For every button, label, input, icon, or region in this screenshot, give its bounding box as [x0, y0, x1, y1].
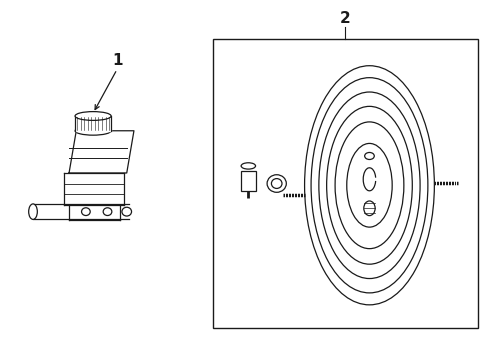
Ellipse shape: [266, 175, 286, 192]
Ellipse shape: [122, 207, 131, 216]
Bar: [241, 171, 255, 190]
Ellipse shape: [81, 208, 90, 216]
Polygon shape: [64, 173, 124, 204]
Text: 1: 1: [112, 53, 122, 68]
Ellipse shape: [363, 201, 374, 216]
Polygon shape: [75, 116, 111, 131]
Ellipse shape: [29, 204, 37, 219]
Bar: [213, 39, 477, 328]
Circle shape: [364, 153, 373, 159]
Ellipse shape: [75, 112, 111, 120]
Polygon shape: [33, 204, 129, 219]
Polygon shape: [69, 131, 134, 173]
Text: 2: 2: [339, 11, 350, 26]
Polygon shape: [69, 204, 119, 220]
Ellipse shape: [103, 208, 112, 216]
Ellipse shape: [271, 179, 282, 188]
Ellipse shape: [304, 66, 433, 305]
Ellipse shape: [346, 143, 391, 227]
Ellipse shape: [241, 163, 255, 169]
Ellipse shape: [75, 126, 111, 135]
